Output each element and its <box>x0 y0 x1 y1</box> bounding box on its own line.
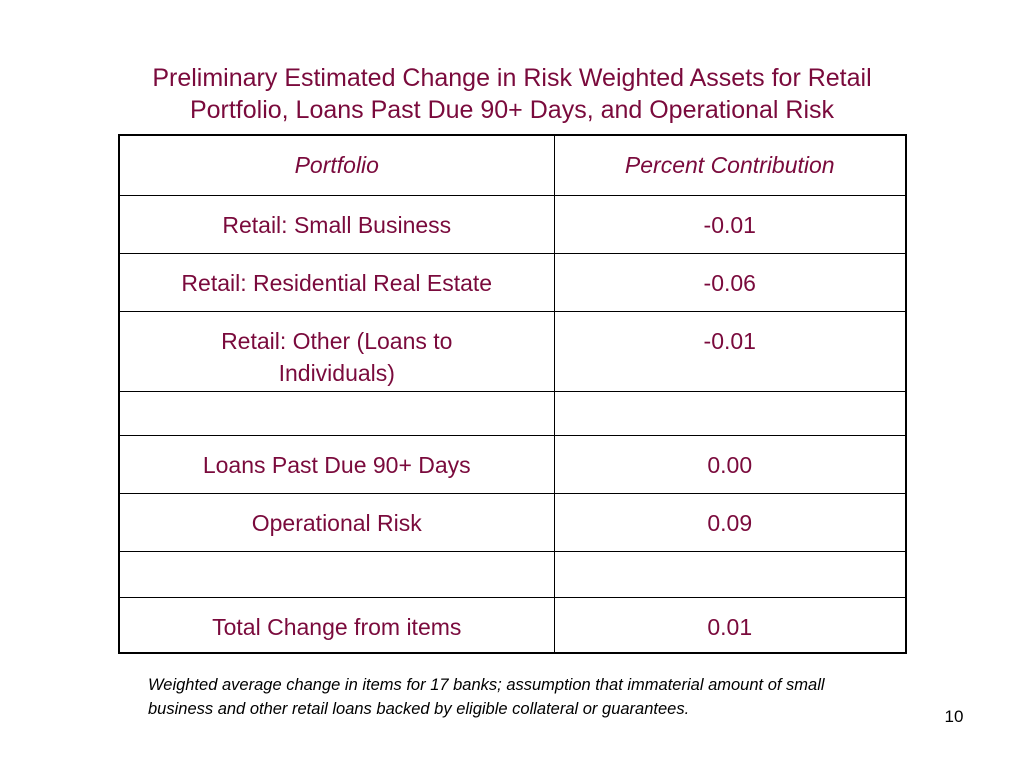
slide-title-line-2: Portfolio, Loans Past Due 90+ Days, and … <box>189 96 835 124</box>
page-number: 10 <box>944 707 964 726</box>
table-row: Retail: Residential Real Estate -0.06 <box>118 252 907 312</box>
table-row: Retail: Small Business -0.01 <box>118 194 907 254</box>
slide-title-line-1: Preliminary Estimated Change in Risk Wei… <box>152 64 872 92</box>
footnote: Weighted average change in items for 17 … <box>148 676 825 718</box>
cell-percent: 0.01 <box>553 596 907 654</box>
cell-portfolio <box>118 390 555 436</box>
table-row-total: Total Change from items 0.01 <box>118 596 907 654</box>
table-row-empty <box>118 390 907 436</box>
header-percent-contribution: Percent Contribution <box>553 134 907 196</box>
cell-percent: -0.06 <box>553 252 907 312</box>
cell-percent: -0.01 <box>553 194 907 254</box>
slide-title: Preliminary Estimated Change in Risk Wei… <box>60 62 964 126</box>
cell-portfolio: Retail: Small Business <box>118 194 555 254</box>
risk-weighted-assets-table: Portfolio Percent Contribution Retail: S… <box>118 134 907 654</box>
table-header-row: Portfolio Percent Contribution <box>118 134 907 196</box>
cell-portfolio <box>118 550 555 598</box>
cell-portfolio: Total Change from items <box>118 596 555 654</box>
cell-percent <box>553 390 907 436</box>
cell-portfolio: Loans Past Due 90+ Days <box>118 434 555 494</box>
header-portfolio: Portfolio <box>118 134 555 196</box>
table-row: Operational Risk 0.09 <box>118 492 907 552</box>
cell-portfolio: Retail: Residential Real Estate <box>118 252 555 312</box>
table-row: Retail: Other (Loans to Individuals) -0.… <box>118 310 907 392</box>
cell-percent: 0.09 <box>553 492 907 552</box>
table-row: Loans Past Due 90+ Days 0.00 <box>118 434 907 494</box>
cell-portfolio: Retail: Other (Loans to Individuals) <box>118 310 555 392</box>
table-row-empty <box>118 550 907 598</box>
cell-portfolio: Operational Risk <box>118 492 555 552</box>
cell-percent: 0.00 <box>553 434 907 494</box>
cell-percent <box>553 550 907 598</box>
cell-percent: -0.01 <box>553 310 907 392</box>
